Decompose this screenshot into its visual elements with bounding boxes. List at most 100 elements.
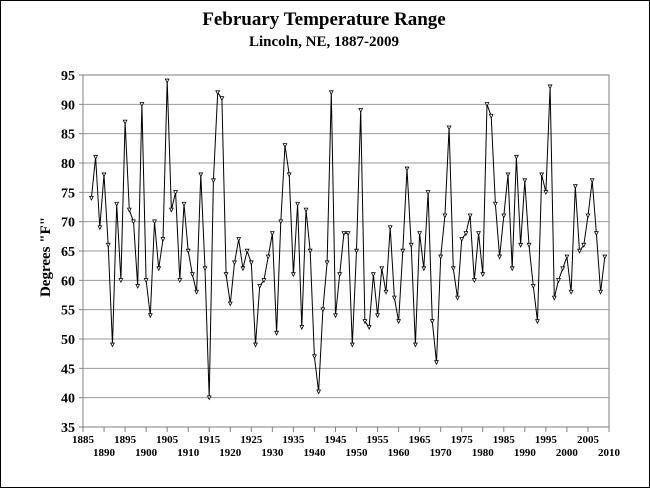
data-point [227, 301, 233, 307]
data-point [320, 307, 326, 313]
data-point [88, 196, 94, 201]
data-point [189, 272, 195, 278]
data-point [274, 330, 280, 336]
chart-subtitle: Lincoln, NE, 1887-2009 [249, 34, 399, 50]
data-point [446, 125, 452, 131]
y-axis-label: Degrees "F" [38, 217, 54, 297]
y-tick-label: 50 [61, 333, 75, 348]
y-tick-label: 70 [61, 216, 75, 231]
x-tick-label: 1905 [156, 434, 179, 446]
data-point [425, 190, 431, 196]
data-point [522, 178, 528, 184]
data-point [391, 295, 397, 301]
data-point [105, 242, 111, 248]
data-point [185, 248, 191, 254]
y-tick-label: 45 [61, 362, 75, 377]
data-point [194, 289, 200, 295]
data-point [505, 172, 511, 178]
data-point [497, 254, 503, 260]
x-axis-ticks: 1885 1895 1905 1915 1925 1935 1945 1955 1965 1975… [72, 427, 621, 459]
data-point [492, 201, 498, 207]
data-point [375, 313, 381, 319]
x-tick-label: 1915 [198, 434, 221, 446]
data-point [417, 231, 423, 237]
data-point [484, 102, 490, 108]
data-point [160, 237, 166, 242]
data-point [450, 266, 456, 272]
data-point [341, 231, 347, 237]
data-point [526, 242, 532, 248]
data-point [598, 289, 604, 295]
data-point [328, 90, 334, 96]
data-point [572, 184, 578, 190]
x-tick-label: 1925 [240, 434, 263, 446]
data-point [173, 190, 179, 196]
x-tick-label: 1920 [219, 447, 242, 459]
data-point [568, 289, 574, 295]
data-point [110, 342, 115, 348]
data-point [147, 313, 153, 319]
data-point [387, 225, 393, 231]
data-point [488, 113, 494, 119]
gridlines [83, 103, 609, 399]
data-point [455, 295, 460, 301]
data-point [535, 319, 540, 325]
x-tick-label: 1895 [114, 434, 137, 446]
x-tick-label: 1890 [93, 447, 116, 459]
data-point [114, 201, 120, 207]
data-point [467, 213, 473, 219]
data-point [539, 172, 545, 178]
data-point [593, 231, 599, 237]
data-point [434, 360, 439, 366]
data-point [349, 342, 355, 348]
data-point [135, 284, 141, 289]
data-point [602, 254, 608, 260]
x-tick-label: 1970 [430, 447, 453, 459]
y-tick-label: 85 [61, 128, 75, 143]
data-point [198, 172, 204, 178]
x-tick-label: 1935 [282, 434, 305, 446]
data-point [585, 213, 591, 219]
data-point [589, 178, 595, 184]
data-point [126, 207, 132, 213]
data-point [324, 260, 330, 266]
data-point [307, 248, 313, 254]
x-tick-label: 1950 [346, 447, 369, 459]
data-point [518, 242, 524, 248]
data-point [164, 78, 170, 84]
data-point [400, 248, 406, 254]
data-point [362, 319, 368, 325]
data-point [211, 178, 216, 184]
data-point [463, 231, 469, 237]
data-point [429, 319, 435, 325]
y-tick-label: 80 [61, 157, 75, 172]
y-tick-label: 55 [61, 304, 75, 319]
data-point [181, 201, 187, 207]
x-tick-label: 1910 [177, 447, 200, 459]
data-point [101, 172, 107, 178]
data-point [581, 242, 587, 248]
data-point [122, 119, 128, 125]
data-point [337, 272, 343, 278]
y-tick-label: 95 [61, 69, 75, 84]
data-point [156, 266, 162, 272]
data-point [206, 395, 212, 401]
data-point [480, 272, 486, 278]
data-point [215, 90, 221, 96]
y-tick-label: 60 [61, 274, 75, 289]
data-point [236, 237, 242, 242]
data-point [248, 260, 254, 266]
data-point [471, 278, 477, 284]
data-point [560, 266, 566, 272]
data-point [131, 219, 136, 225]
x-tick-label: 1930 [261, 447, 284, 459]
data-point [97, 225, 103, 231]
data-point [257, 284, 263, 289]
data-point [358, 108, 364, 113]
data-point [244, 248, 250, 254]
data-point [366, 325, 372, 330]
data-point [370, 272, 376, 278]
y-tick-label: 40 [61, 392, 75, 407]
